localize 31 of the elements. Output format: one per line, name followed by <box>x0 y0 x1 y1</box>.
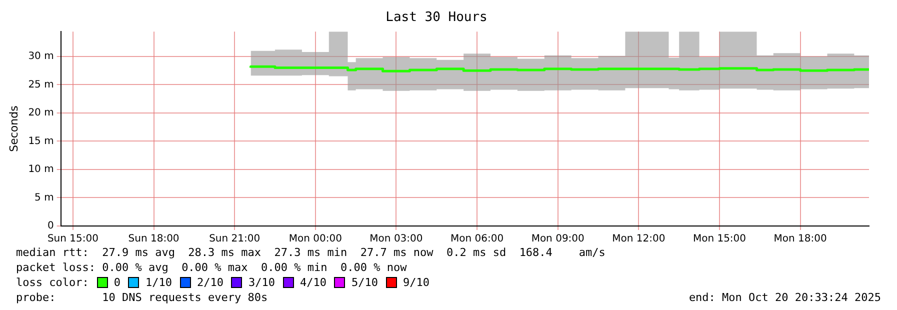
legend-label: 3/10 <box>248 276 275 289</box>
x-tick-label: Mon 15:00 <box>692 234 746 245</box>
legend-title: loss color: <box>16 276 89 289</box>
x-tick-label: Mon 18:00 <box>774 234 827 245</box>
x-tick-label: Sun 21:00 <box>209 234 260 245</box>
y-axis-title: Seconds <box>7 105 20 152</box>
text: end: Mon Oct 20 20:33:24 2025 <box>688 291 881 304</box>
legend-label: 2/10 <box>196 276 224 289</box>
y-tick-label: 20 m <box>28 108 54 119</box>
legend-label: 4/10 <box>300 276 326 289</box>
y-tick-label: 0 <box>47 220 54 232</box>
x-tick-label: Mon 00:00 <box>288 234 342 245</box>
x-tick-label: Sun 15:00 <box>47 234 98 245</box>
y-tick-label: 5 m <box>34 192 54 204</box>
x-tick-label: Mon 12:00 <box>612 234 666 245</box>
y-tick-label: 10 m <box>28 164 54 176</box>
legend-label: 0 <box>114 276 120 289</box>
text: probe: 10 DNS requests every 80s <box>16 291 268 304</box>
x-tick-label: Mon 09:00 <box>531 234 584 245</box>
legend-label: 5/10 <box>351 276 378 289</box>
legend-label: 9/10 <box>402 276 430 289</box>
x-tick-label: Mon 06:00 <box>450 234 504 245</box>
y-tick-label: 15 m <box>28 136 54 147</box>
x-tick-label: Sun 18:00 <box>128 234 180 245</box>
text: packet loss: 0.00 % avg 0.00 % max 0.00 % min 0.00 % now <box>16 261 407 274</box>
text: median rtt: 27.9 ms avg 28.3 ms max 27.3 ms min 27.7 ms now 0.2 ms sd 168.4 am/s <box>16 246 606 259</box>
chart-title: Last 30 Hours <box>386 10 488 26</box>
y-tick-label: 25 m <box>28 79 54 90</box>
y-tick-label: 30 m <box>28 51 54 62</box>
legend-label: 1/10 <box>145 276 172 289</box>
x-tick-label: Mon 03:00 <box>370 234 423 245</box>
